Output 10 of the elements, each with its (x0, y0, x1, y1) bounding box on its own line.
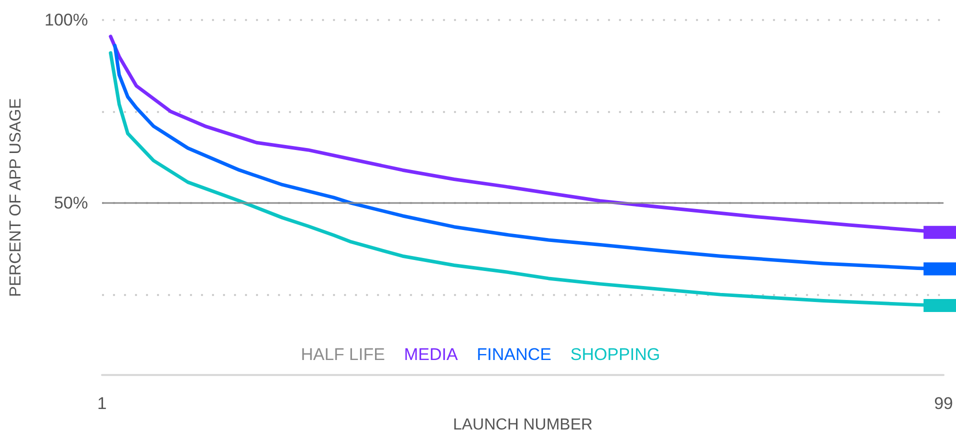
y-axis-title: PERCENT OF APP USAGE (8, 98, 24, 297)
text: MEDIA (404, 345, 458, 364)
x-tick-label: 1 (97, 394, 107, 414)
x-tick-label: 99 (934, 394, 954, 414)
text: FINANCE (476, 345, 552, 364)
x-axis-title: LAUNCH NUMBER (452, 416, 593, 434)
y-tick-label: 50% (54, 194, 88, 213)
text: SHOPPING (570, 345, 660, 364)
y-tick-label: 100% (44, 10, 88, 30)
ref-line-label: HALF LIFE (300, 345, 385, 364)
